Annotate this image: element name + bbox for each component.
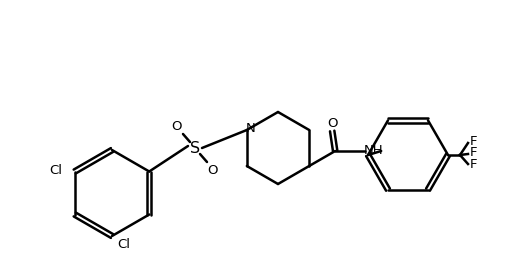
Text: F: F <box>469 135 477 148</box>
Text: S: S <box>189 140 199 155</box>
Text: F: F <box>469 158 477 172</box>
Text: O: O <box>208 163 218 177</box>
Text: F: F <box>469 147 477 160</box>
Text: N: N <box>245 121 255 135</box>
Text: O: O <box>171 120 182 133</box>
Text: O: O <box>326 116 337 130</box>
Text: NH: NH <box>363 143 382 157</box>
Text: Cl: Cl <box>117 239 130 252</box>
Text: Cl: Cl <box>48 164 62 177</box>
